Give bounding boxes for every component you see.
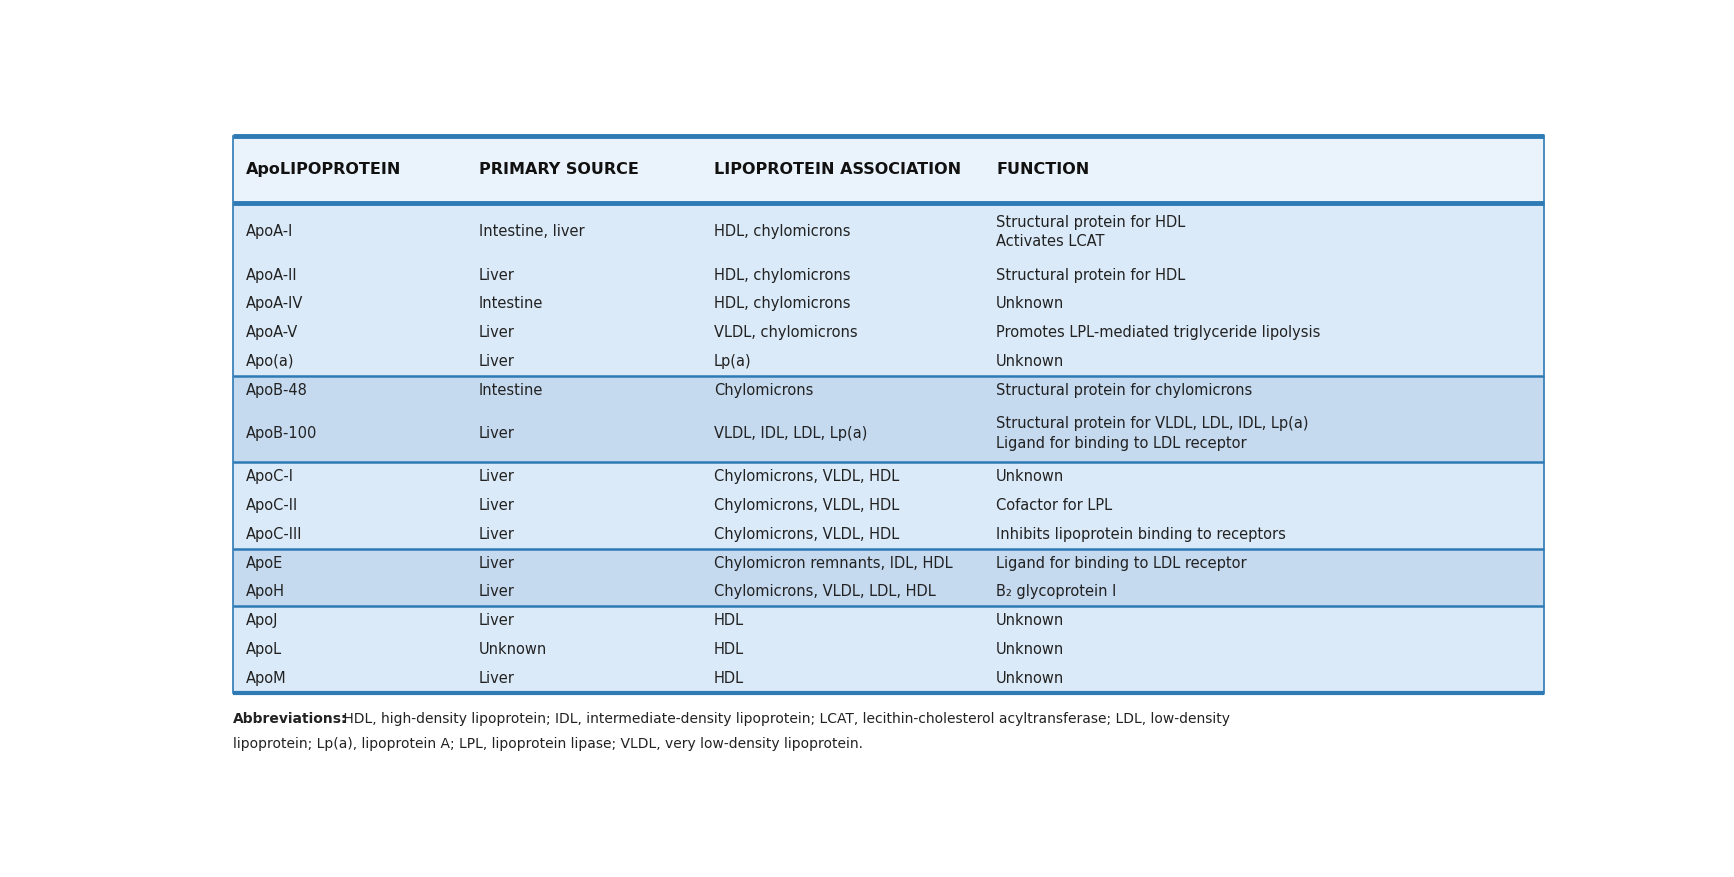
Text: Chylomicrons: Chylomicrons	[714, 383, 813, 398]
Text: Intestine, liver: Intestine, liver	[479, 225, 584, 239]
Text: Ligand for binding to LDL receptor: Ligand for binding to LDL receptor	[995, 556, 1247, 571]
Text: Chylomicrons, VLDL, HDL: Chylomicrons, VLDL, HDL	[714, 469, 900, 484]
Text: HDL, chylomicrons: HDL, chylomicrons	[714, 225, 850, 239]
Text: ApoLIPOPROTEIN: ApoLIPOPROTEIN	[246, 162, 402, 177]
Text: HDL: HDL	[714, 671, 744, 686]
Text: Structural protein for HDL
Activates LCAT: Structural protein for HDL Activates LCA…	[995, 215, 1186, 249]
Text: Chylomicron remnants, IDL, HDL: Chylomicron remnants, IDL, HDL	[714, 556, 952, 571]
Text: Apo(a): Apo(a)	[246, 354, 295, 369]
Text: Unknown: Unknown	[995, 469, 1065, 484]
Text: Unknown: Unknown	[995, 296, 1065, 311]
Text: Structural protein for HDL: Structural protein for HDL	[995, 267, 1186, 282]
Text: ApoA-IV: ApoA-IV	[246, 296, 303, 311]
Text: ApoJ: ApoJ	[246, 613, 279, 628]
Text: HDL: HDL	[714, 642, 744, 657]
Text: Liver: Liver	[479, 584, 515, 600]
Text: VLDL, IDL, LDL, Lp(a): VLDL, IDL, LDL, Lp(a)	[714, 426, 867, 441]
Text: ApoA-V: ApoA-V	[246, 325, 298, 340]
Text: ApoH: ApoH	[246, 584, 286, 600]
Text: Unknown: Unknown	[995, 642, 1065, 657]
Text: Structural protein for VLDL, LDL, IDL, Lp(a)
Ligand for binding to LDL receptor: Structural protein for VLDL, LDL, IDL, L…	[995, 417, 1309, 451]
Text: Inhibits lipoprotein binding to receptors: Inhibits lipoprotein binding to receptor…	[995, 527, 1287, 542]
Text: Liver: Liver	[479, 267, 515, 282]
Text: ApoM: ApoM	[246, 671, 286, 686]
Text: ApoA-II: ApoA-II	[246, 267, 298, 282]
Text: Intestine: Intestine	[479, 296, 543, 311]
Text: ApoB-48: ApoB-48	[246, 383, 309, 398]
Text: Chylomicrons, VLDL, HDL: Chylomicrons, VLDL, HDL	[714, 498, 900, 513]
Text: Liver: Liver	[479, 354, 515, 369]
Text: VLDL, chylomicrons: VLDL, chylomicrons	[714, 325, 858, 340]
Text: Chylomicrons, VLDL, HDL: Chylomicrons, VLDL, HDL	[714, 527, 900, 542]
Text: ApoC-I: ApoC-I	[246, 469, 295, 484]
Text: ApoC-III: ApoC-III	[246, 527, 303, 542]
Text: ApoC-II: ApoC-II	[246, 498, 298, 513]
Text: Liver: Liver	[479, 527, 515, 542]
Text: Unknown: Unknown	[995, 671, 1065, 686]
Text: Liver: Liver	[479, 671, 515, 686]
Text: Promotes LPL-mediated triglyceride lipolysis: Promotes LPL-mediated triglyceride lipol…	[995, 325, 1321, 340]
Text: Structural protein for chylomicrons: Structural protein for chylomicrons	[995, 383, 1252, 398]
Text: Liver: Liver	[479, 556, 515, 571]
Text: HDL, chylomicrons: HDL, chylomicrons	[714, 296, 850, 311]
Text: Intestine: Intestine	[479, 383, 543, 398]
Text: Unknown: Unknown	[995, 354, 1065, 369]
Text: Cofactor for LPL: Cofactor for LPL	[995, 498, 1111, 513]
Text: lipoprotein; Lp(a), lipoprotein A; LPL, lipoprotein lipase; VLDL, very low-densi: lipoprotein; Lp(a), lipoprotein A; LPL, …	[232, 738, 864, 752]
Text: HDL: HDL	[714, 613, 744, 628]
Text: Unknown: Unknown	[479, 642, 546, 657]
Bar	[232, 606, 1545, 693]
Bar	[232, 136, 1545, 203]
Text: ApoE: ApoE	[246, 556, 284, 571]
Text: PRIMARY SOURCE: PRIMARY SOURCE	[479, 162, 638, 177]
Bar	[232, 376, 1545, 462]
Bar	[232, 549, 1545, 606]
Bar	[232, 203, 1545, 376]
Text: Liver: Liver	[479, 498, 515, 513]
Text: Liver: Liver	[479, 613, 515, 628]
Text: HDL, high-density lipoprotein; IDL, intermediate-density lipoprotein; LCAT, leci: HDL, high-density lipoprotein; IDL, inte…	[340, 711, 1229, 725]
Text: Chylomicrons, VLDL, LDL, HDL: Chylomicrons, VLDL, LDL, HDL	[714, 584, 936, 600]
Text: LIPOPROTEIN ASSOCIATION: LIPOPROTEIN ASSOCIATION	[714, 162, 961, 177]
Text: FUNCTION: FUNCTION	[995, 162, 1089, 177]
Text: HDL, chylomicrons: HDL, chylomicrons	[714, 267, 850, 282]
Text: Lp(a): Lp(a)	[714, 354, 751, 369]
Text: Abbreviations:: Abbreviations:	[232, 711, 347, 725]
Text: Liver: Liver	[479, 426, 515, 441]
Bar	[232, 462, 1545, 549]
Text: B₂ glycoprotein I: B₂ glycoprotein I	[995, 584, 1117, 600]
Text: ApoB-100: ApoB-100	[246, 426, 317, 441]
Text: ApoA-I: ApoA-I	[246, 225, 293, 239]
Text: ApoL: ApoL	[246, 642, 283, 657]
Text: Liver: Liver	[479, 469, 515, 484]
Text: Liver: Liver	[479, 325, 515, 340]
Text: Unknown: Unknown	[995, 613, 1065, 628]
